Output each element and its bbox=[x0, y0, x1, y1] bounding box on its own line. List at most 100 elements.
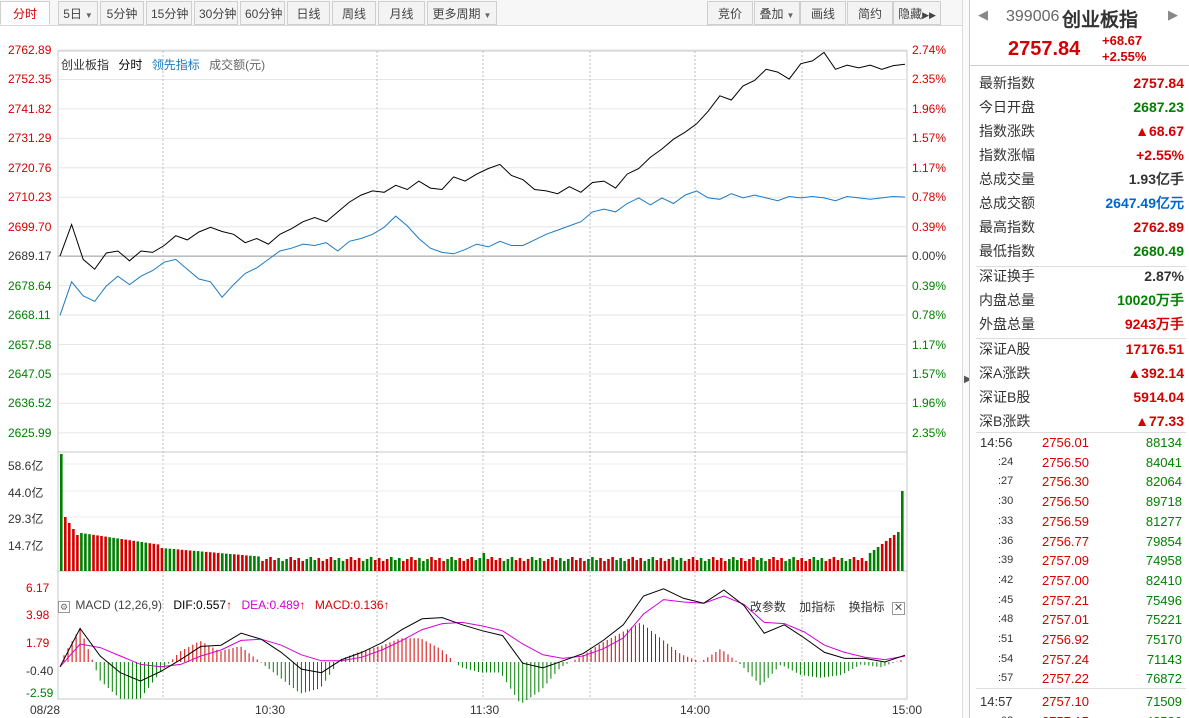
volume-bar bbox=[675, 560, 679, 571]
tab-8[interactable]: 月线 bbox=[378, 1, 425, 25]
tick-time: :03 bbox=[998, 712, 1013, 718]
volume-bar bbox=[369, 557, 373, 571]
toolbar-button-2[interactable]: 画线 bbox=[800, 1, 846, 25]
tab-7[interactable]: 周线 bbox=[332, 1, 376, 25]
volume-bar bbox=[901, 491, 904, 571]
volume-bar bbox=[486, 559, 490, 571]
close-icon[interactable]: ✕ bbox=[892, 602, 905, 615]
prev-stock-icon[interactable]: ◀ bbox=[978, 7, 988, 22]
chart-canvas[interactable] bbox=[0, 26, 968, 718]
volume-bar bbox=[860, 558, 864, 571]
add-indicator-button[interactable]: 加指标 bbox=[799, 600, 836, 614]
tab-4[interactable]: 30分钟 bbox=[194, 1, 238, 25]
stat-value: 17176.51 bbox=[1125, 341, 1184, 357]
volume-bar bbox=[269, 557, 272, 571]
tick-row: :48 2757.01 75221 bbox=[976, 610, 1186, 630]
volume-bar bbox=[237, 554, 240, 571]
tick-price: 2756.01 bbox=[1042, 435, 1089, 450]
volume-bar bbox=[719, 558, 723, 571]
volume-bar bbox=[530, 557, 534, 571]
stat-value: 2762.89 bbox=[1133, 219, 1184, 235]
tick-row: :03 2757.15 42586 bbox=[976, 712, 1186, 718]
stat-row: 深B涨跌 ▲77.33 bbox=[976, 409, 1186, 433]
change-params-button[interactable]: 改参数 bbox=[749, 600, 786, 614]
volume-bar bbox=[482, 553, 486, 571]
volume-bar bbox=[216, 552, 220, 571]
toolbar-button-1[interactable]: 叠加 ▼ bbox=[754, 1, 800, 25]
tick-price: 2757.22 bbox=[1042, 671, 1089, 687]
volume-bar bbox=[571, 557, 574, 571]
stat-label: 深证换手 bbox=[979, 268, 1035, 284]
volume-bar bbox=[116, 538, 119, 571]
tab-5[interactable]: 60分钟 bbox=[240, 1, 285, 25]
tab-0[interactable]: 分时 bbox=[0, 1, 50, 25]
tick-volume: 82064 bbox=[1145, 474, 1182, 490]
macd-value: MACD:0.136 bbox=[314, 598, 384, 612]
pct-tick-label: 1.17% bbox=[912, 337, 947, 352]
panel-splitter[interactable]: ▶ bbox=[962, 0, 972, 718]
tab-2[interactable]: 5分钟 bbox=[100, 1, 144, 25]
volume-bar bbox=[430, 557, 433, 571]
volume-bar bbox=[494, 560, 498, 571]
volume-bar bbox=[567, 559, 570, 571]
stat-value: 2687.23 bbox=[1133, 99, 1184, 115]
volume-bar bbox=[325, 559, 329, 571]
tick-volume: 75221 bbox=[1145, 612, 1182, 628]
toolbar-button-3[interactable]: 简约 bbox=[847, 1, 893, 25]
toolbar-button-0[interactable]: 竞价 bbox=[707, 1, 753, 25]
stat-label: 指数涨幅 bbox=[979, 147, 1035, 163]
tab-9[interactable]: 更多周期 ▼ bbox=[427, 1, 497, 25]
stock-name: 创业板指 bbox=[1062, 10, 1139, 31]
chart-legend: 创业板指 分时 领先指标 成交额(元) bbox=[61, 56, 271, 73]
tick-row: :51 2756.92 75170 bbox=[976, 630, 1186, 650]
collapse-arrow-icon[interactable]: ▶ bbox=[964, 374, 972, 385]
tick-volume: 75496 bbox=[1145, 592, 1182, 608]
tab-6[interactable]: 日线 bbox=[287, 1, 330, 25]
volume-bar bbox=[691, 557, 695, 571]
stat-row: 深证B股 5914.04 bbox=[976, 385, 1186, 409]
volume-bar bbox=[108, 537, 111, 571]
tick-row: :42 2757.00 82410 bbox=[976, 571, 1186, 591]
volume-bar bbox=[478, 558, 482, 571]
volume-bar bbox=[703, 561, 707, 571]
volume-bar bbox=[804, 561, 807, 571]
toolbar-button-label: 画线 bbox=[810, 7, 835, 21]
price-tick-label: 2678.64 bbox=[8, 278, 52, 293]
volume-bar bbox=[470, 557, 473, 571]
volume-bar bbox=[884, 541, 888, 571]
intraday-chart[interactable]: 创业板指 分时 领先指标 成交额(元) ⚙ MACD (12,26,9) DIF… bbox=[0, 26, 968, 718]
stat-row: 内盘总量 10020万手 bbox=[976, 288, 1186, 312]
volume-bar bbox=[144, 542, 148, 571]
pct-tick-label: 0.78% bbox=[912, 190, 947, 205]
macd-name[interactable]: MACD (12,26,9) bbox=[75, 598, 163, 612]
next-stock-icon[interactable]: ▶ bbox=[1168, 7, 1178, 22]
volume-bar bbox=[534, 560, 538, 571]
volume-bar bbox=[176, 549, 180, 571]
tab-1[interactable]: 5日 ▼ bbox=[58, 1, 98, 25]
macd-tick-label: -0.40 bbox=[26, 664, 54, 678]
volume-bar bbox=[772, 557, 775, 571]
stat-label: 深B涨跌 bbox=[979, 413, 1031, 429]
volume-bar bbox=[301, 561, 304, 571]
price-tick-label: 2720.76 bbox=[8, 160, 52, 175]
tick-volume: 88134 bbox=[1145, 435, 1182, 450]
legend-lead-indicator[interactable]: 领先指标 bbox=[151, 58, 200, 72]
macd-settings-icon[interactable]: ⚙ bbox=[58, 601, 70, 613]
tab-3[interactable]: 15分钟 bbox=[146, 1, 192, 25]
stat-value: ▲77.33 bbox=[1135, 413, 1184, 429]
tab-label: 分时 bbox=[12, 7, 37, 21]
switch-indicator-button[interactable]: 换指标 bbox=[848, 600, 885, 614]
stat-label: 最低指数 bbox=[979, 243, 1035, 259]
toolbar-button-4[interactable]: 隐藏▶▶ bbox=[893, 1, 941, 25]
tick-volume: 79854 bbox=[1145, 533, 1182, 549]
volume-bar bbox=[506, 559, 510, 571]
lead-indicator-line bbox=[59, 190, 906, 316]
stat-row: 最新指数 2757.84 bbox=[976, 71, 1186, 95]
macd-dif-line bbox=[59, 588, 906, 682]
macd-dif: DIF:0.557 bbox=[173, 598, 227, 612]
volume-bar bbox=[836, 560, 840, 571]
stat-row: 外盘总量 9243万手 bbox=[976, 312, 1186, 336]
volume-bar bbox=[148, 543, 152, 571]
price-tick-label: 2668.11 bbox=[8, 308, 51, 323]
volume-bar bbox=[808, 559, 811, 571]
